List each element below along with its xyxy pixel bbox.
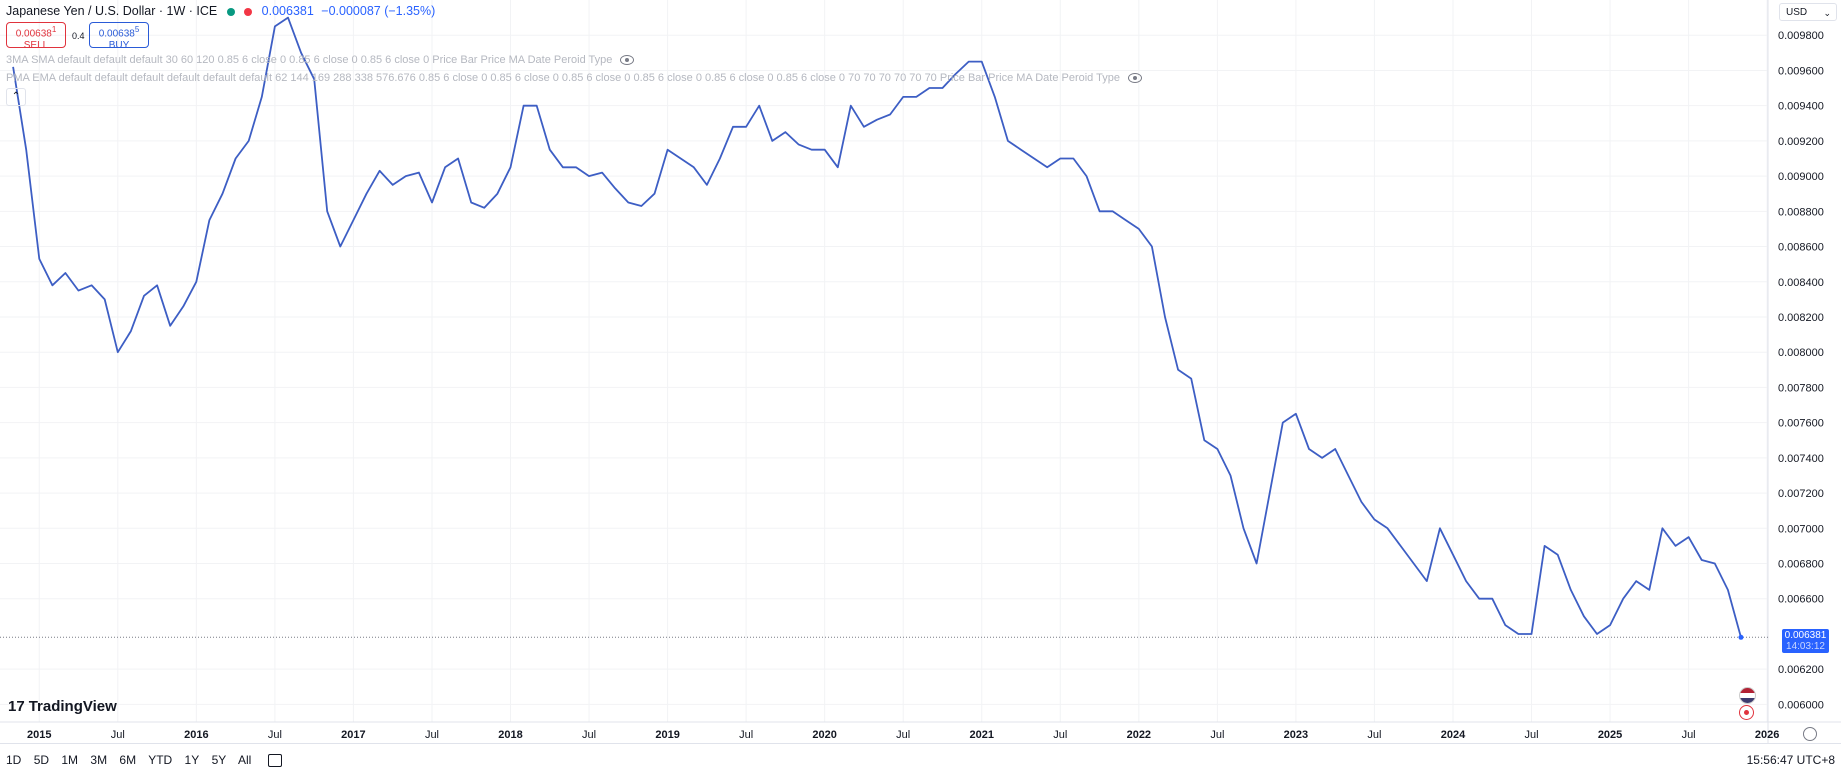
x-tick-label: 2022 bbox=[1127, 729, 1151, 741]
buy-price-sup: 5 bbox=[134, 25, 140, 34]
x-tick-label: 2024 bbox=[1441, 729, 1466, 741]
range-5y-button[interactable]: 5Y bbox=[211, 753, 227, 767]
x-tick-label: Jul bbox=[582, 729, 596, 741]
x-tick-label: Jul bbox=[425, 729, 439, 741]
x-tick-label: Jul bbox=[1682, 729, 1696, 741]
gear-icon[interactable] bbox=[1803, 727, 1817, 741]
sell-label: SELL bbox=[23, 40, 49, 52]
range-1d-button[interactable]: 1D bbox=[6, 753, 22, 767]
price-chart[interactable]: 0.009800 0.009600 0.009400 0.009200 0.009000… bbox=[0, 0, 1841, 743]
x-tick-label: 2019 bbox=[655, 729, 679, 741]
y-tick-label: 0.008200 bbox=[1778, 312, 1824, 324]
x-tick-label: Jul bbox=[268, 729, 282, 741]
x-tick-label: 2026 bbox=[1755, 729, 1779, 741]
y-tick-label: 0.006600 bbox=[1778, 594, 1824, 606]
ema-indicator-label: PMA EMA default default default default … bbox=[6, 72, 1121, 84]
range-3m-button[interactable]: 3M bbox=[90, 753, 108, 767]
spread-value: 0.4 bbox=[72, 31, 85, 41]
us-flag-icon[interactable] bbox=[1739, 687, 1756, 704]
y-tick-label: 0.007000 bbox=[1778, 523, 1824, 535]
buy-label: BUY bbox=[108, 40, 130, 52]
time-axis[interactable]: 2015 Jul 2016 Jul 2017 Jul 2018 Jul 2019 Jul 2020 J… bbox=[27, 729, 1779, 741]
y-tick-label: 0.007400 bbox=[1778, 453, 1824, 465]
sma-indicator-label: 3MA SMA default default default 30 60 12… bbox=[6, 54, 613, 66]
price-line-series bbox=[0, 16, 1768, 640]
y-tick-label: 0.008000 bbox=[1778, 347, 1824, 359]
y-tick-label: 0.008600 bbox=[1778, 242, 1824, 254]
japan-flag-icon[interactable] bbox=[1739, 705, 1754, 720]
clock[interactable]: 15:56:47 UTC+8 bbox=[1746, 753, 1835, 767]
sma-indicator-legend[interactable]: 3MA SMA default default default 30 60 12… bbox=[6, 54, 635, 66]
x-tick-label: 2025 bbox=[1598, 729, 1622, 741]
x-tick-label: Jul bbox=[1524, 729, 1538, 741]
symbol-title[interactable]: Japanese Yen / U.S. Dollar · 1W · ICE bbox=[6, 4, 218, 18]
flag-status-icon bbox=[244, 7, 253, 16]
y-tick-label: 0.007600 bbox=[1778, 418, 1824, 430]
buy-price: 0.00638 bbox=[98, 28, 135, 40]
bar-countdown: 14:03:12 bbox=[1786, 641, 1825, 652]
x-tick-label: Jul bbox=[739, 729, 753, 741]
y-tick-label: 0.007800 bbox=[1778, 382, 1824, 394]
y-tick-label: 0.007200 bbox=[1778, 488, 1824, 500]
range-1m-button[interactable]: 1M bbox=[61, 753, 79, 767]
x-tick-label: 2018 bbox=[498, 729, 522, 741]
x-tick-label: Jul bbox=[1053, 729, 1067, 741]
range-5d-button[interactable]: 5D bbox=[33, 753, 50, 767]
y-tick-label: 0.009000 bbox=[1778, 171, 1824, 183]
x-tick-label: 2017 bbox=[341, 729, 365, 741]
x-tick-label: 2016 bbox=[184, 729, 208, 741]
y-tick-label: 0.009600 bbox=[1778, 65, 1824, 77]
x-tick-label: Jul bbox=[1367, 729, 1381, 741]
y-tick-label: 0.008800 bbox=[1778, 206, 1824, 218]
y-tick-label: 0.006000 bbox=[1778, 699, 1824, 711]
collapse-legend-button[interactable]: ⌃ bbox=[6, 88, 26, 106]
x-tick-label: Jul bbox=[896, 729, 910, 741]
last-price-tag-value: 0.006381 bbox=[1784, 630, 1827, 641]
grid bbox=[0, 0, 1768, 722]
y-tick-label: 0.009400 bbox=[1778, 101, 1824, 113]
y-tick-label: 0.009800 bbox=[1778, 30, 1824, 42]
x-tick-label: Jul bbox=[111, 729, 125, 741]
sell-button[interactable]: 0.006381 SELL bbox=[6, 22, 66, 52]
sell-price: 0.00638 bbox=[15, 28, 52, 40]
chevron-down-icon: ⌄ bbox=[1823, 8, 1831, 18]
range-ytd-button[interactable]: YTD bbox=[148, 753, 173, 767]
price-change: −0.000087 (−1.35%) bbox=[321, 4, 436, 18]
x-tick-label: 2015 bbox=[27, 729, 51, 741]
range-buttons: 1D 5D 1M 3M 6M YTD 1Y 5Y All bbox=[6, 753, 291, 768]
eye-icon[interactable] bbox=[1128, 73, 1143, 84]
tradingview-logo[interactable]: 17 TradingView bbox=[8, 698, 117, 715]
x-tick-label: Jul bbox=[1210, 729, 1224, 741]
price-line bbox=[12, 16, 1742, 638]
range-all-button[interactable]: All bbox=[237, 753, 252, 767]
x-tick-label: 2021 bbox=[970, 729, 994, 741]
ema-indicator-legend[interactable]: PMA EMA default default default default … bbox=[6, 72, 1143, 84]
tradingview-mark-icon: 17 bbox=[8, 698, 25, 715]
range-1y-button[interactable]: 1Y bbox=[184, 753, 200, 767]
price-axis[interactable]: 0.009800 0.009600 0.009400 0.009200 0.009000… bbox=[1778, 30, 1824, 711]
last-price: 0.006381 bbox=[261, 4, 314, 18]
buy-button[interactable]: 0.006385 BUY bbox=[89, 22, 149, 52]
last-price-tag: 0.006381 14:03:12 bbox=[1782, 629, 1829, 653]
currency-label: USD bbox=[1786, 7, 1808, 18]
calendar-icon[interactable] bbox=[267, 754, 282, 768]
y-tick-label: 0.008400 bbox=[1778, 277, 1824, 289]
last-price-point bbox=[1738, 634, 1744, 640]
market-status-icon bbox=[226, 7, 235, 16]
x-tick-label: 2020 bbox=[812, 729, 836, 741]
eye-icon[interactable] bbox=[620, 55, 635, 66]
y-tick-label: 0.006200 bbox=[1778, 664, 1824, 676]
range-6m-button[interactable]: 6M bbox=[119, 753, 137, 767]
currency-selector[interactable]: USD ⌄ bbox=[1779, 3, 1837, 21]
symbol-legend: Japanese Yen / U.S. Dollar · 1W · ICE 0.… bbox=[6, 4, 435, 18]
bottom-toolbar: 1D 5D 1M 3M 6M YTD 1Y 5Y All 15:56:47 UT… bbox=[0, 743, 1841, 774]
x-tick-label: 2023 bbox=[1284, 729, 1308, 741]
brand-name: TradingView bbox=[28, 698, 117, 715]
y-tick-label: 0.009200 bbox=[1778, 136, 1824, 148]
sell-price-sup: 1 bbox=[51, 25, 57, 34]
y-tick-label: 0.006800 bbox=[1778, 559, 1824, 571]
